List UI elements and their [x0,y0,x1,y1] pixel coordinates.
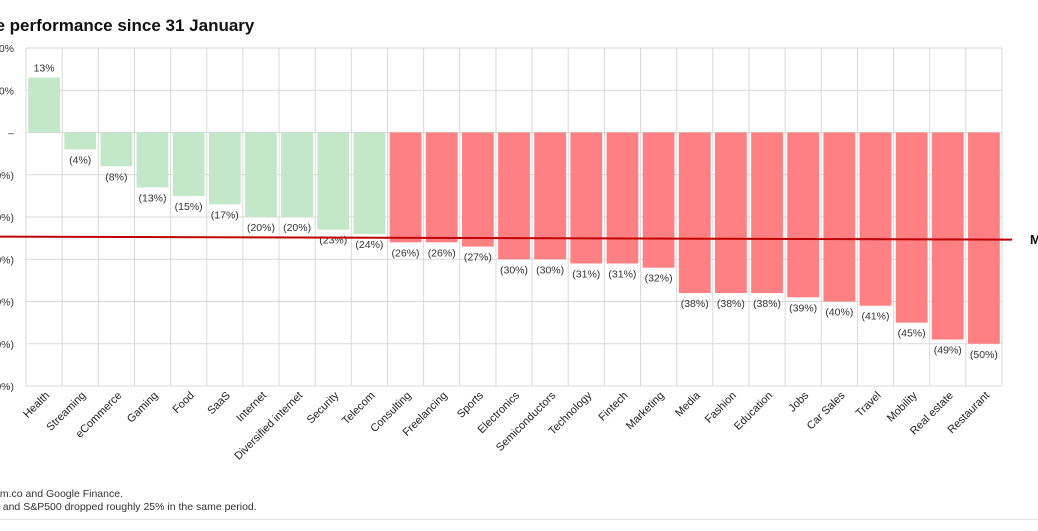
data-label: (17%) [211,209,239,221]
x-tick-label: Education [732,390,775,433]
y-axis-tick-labels: 0% 0% – 0%) 0%) 0%) 0%) 0%) 0%) [0,43,14,393]
data-label: (40%) [825,307,853,319]
bar-telecom [353,132,386,234]
x-tick-label: Food [171,390,197,416]
x-tick-label: Fintech [597,390,631,424]
bar-security [317,132,350,230]
bar-media [678,132,711,294]
bar-food [172,132,205,196]
median-label: M [1030,232,1038,247]
data-label: (15%) [175,201,203,213]
x-tick-label: Sports [455,389,486,420]
chart-title: ce performance since 31 January [0,16,255,35]
median-line [0,235,1013,241]
bar-travel [859,132,892,306]
data-label: (4%) [69,154,91,166]
bar-technology [570,132,603,264]
data-label: (31%) [608,268,636,280]
y-tick-label: 0%) [0,297,14,309]
x-tick-label: Travel [854,390,884,420]
bar-internet [245,132,277,217]
bottom-divider [0,519,1038,520]
x-tick-label: Internet [234,390,269,425]
bar-jobs [787,132,820,298]
bar-freelancing [425,132,458,243]
bar-electronics [498,132,530,260]
data-label: (30%) [500,264,528,276]
bar-real-estate [931,132,964,340]
x-tick-label: SaaS [205,390,233,418]
bar-chart: 0% 0% – 0%) 0%) 0%) 0%) 0%) 0%) 13% (4%) (8%) (13%)… [0,43,1038,463]
bar-marketing [642,132,675,268]
x-tick-label: Telecom [340,390,377,427]
bar-saas [208,132,241,205]
data-label: (24%) [355,239,383,251]
data-label: (20%) [283,222,311,234]
bar-gaming [136,132,169,188]
y-tick-label: 0%) [0,339,14,351]
footnote-source: om.co and Google Finance. [0,488,123,500]
x-tick-label: Media [673,389,703,419]
data-label: (38%) [753,298,781,310]
bars [28,77,1000,344]
y-tick-label: – [8,128,14,140]
data-label: (20%) [247,222,275,234]
data-label: 13% [34,63,55,75]
data-label: (50%) [970,349,998,361]
y-tick-label: 0% [0,43,14,55]
median-line: M [0,232,1038,247]
y-tick-label: 0%) [0,381,14,393]
data-label: (30%) [536,264,564,276]
bar-consulting [389,132,422,243]
bar-streaming [64,132,97,150]
data-label: (32%) [645,273,673,285]
bar-health [28,77,60,133]
bar-restaurant [968,132,1000,344]
bar-education [751,132,783,294]
data-label: (13%) [139,192,167,204]
x-tick-label: Security [305,389,342,426]
data-label: (8%) [105,171,127,183]
data-label: (31%) [572,268,600,280]
x-tick-label: Health [21,390,52,421]
x-tick-label: Car Sales [805,389,848,432]
data-label: (38%) [681,298,709,310]
bar-diversified-internet [281,132,314,217]
data-label: (41%) [861,311,889,323]
data-label: (26%) [428,247,456,259]
bar-fashion [714,132,747,294]
data-label: (39%) [789,302,817,314]
data-label: (27%) [464,252,492,264]
bar-mobility [895,132,928,323]
x-tick-label: Fashion [703,390,739,426]
y-tick-label: 0% [0,85,14,97]
x-tick-label: Mobility [885,389,920,424]
bar-sports [461,132,494,247]
bar-fintech [606,132,639,264]
data-label: (23%) [319,235,347,247]
x-tick-label: Gaming [125,390,161,426]
footnote-note: q and S&P500 dropped roughly 25% in the … [0,501,257,513]
bar-semiconductors [534,132,567,260]
data-labels: 13% (4%) (8%) (13%) (15%) (17%) (20%) (20%) (23%… [34,63,998,361]
x-tick-label: Marketing [624,390,667,433]
x-tick-label: Diversified internet [232,390,305,463]
y-tick-label: 0%) [0,170,14,182]
data-label: (49%) [934,345,962,357]
bar-ecommerce [100,132,133,167]
data-label: (45%) [898,328,926,340]
data-label: (38%) [717,298,745,310]
x-tick-label: Jobs [786,389,811,414]
y-tick-label: 0%) [0,254,14,266]
data-label: (26%) [392,247,420,259]
bar-car-sales [823,132,856,302]
y-tick-label: 0%) [0,212,14,224]
